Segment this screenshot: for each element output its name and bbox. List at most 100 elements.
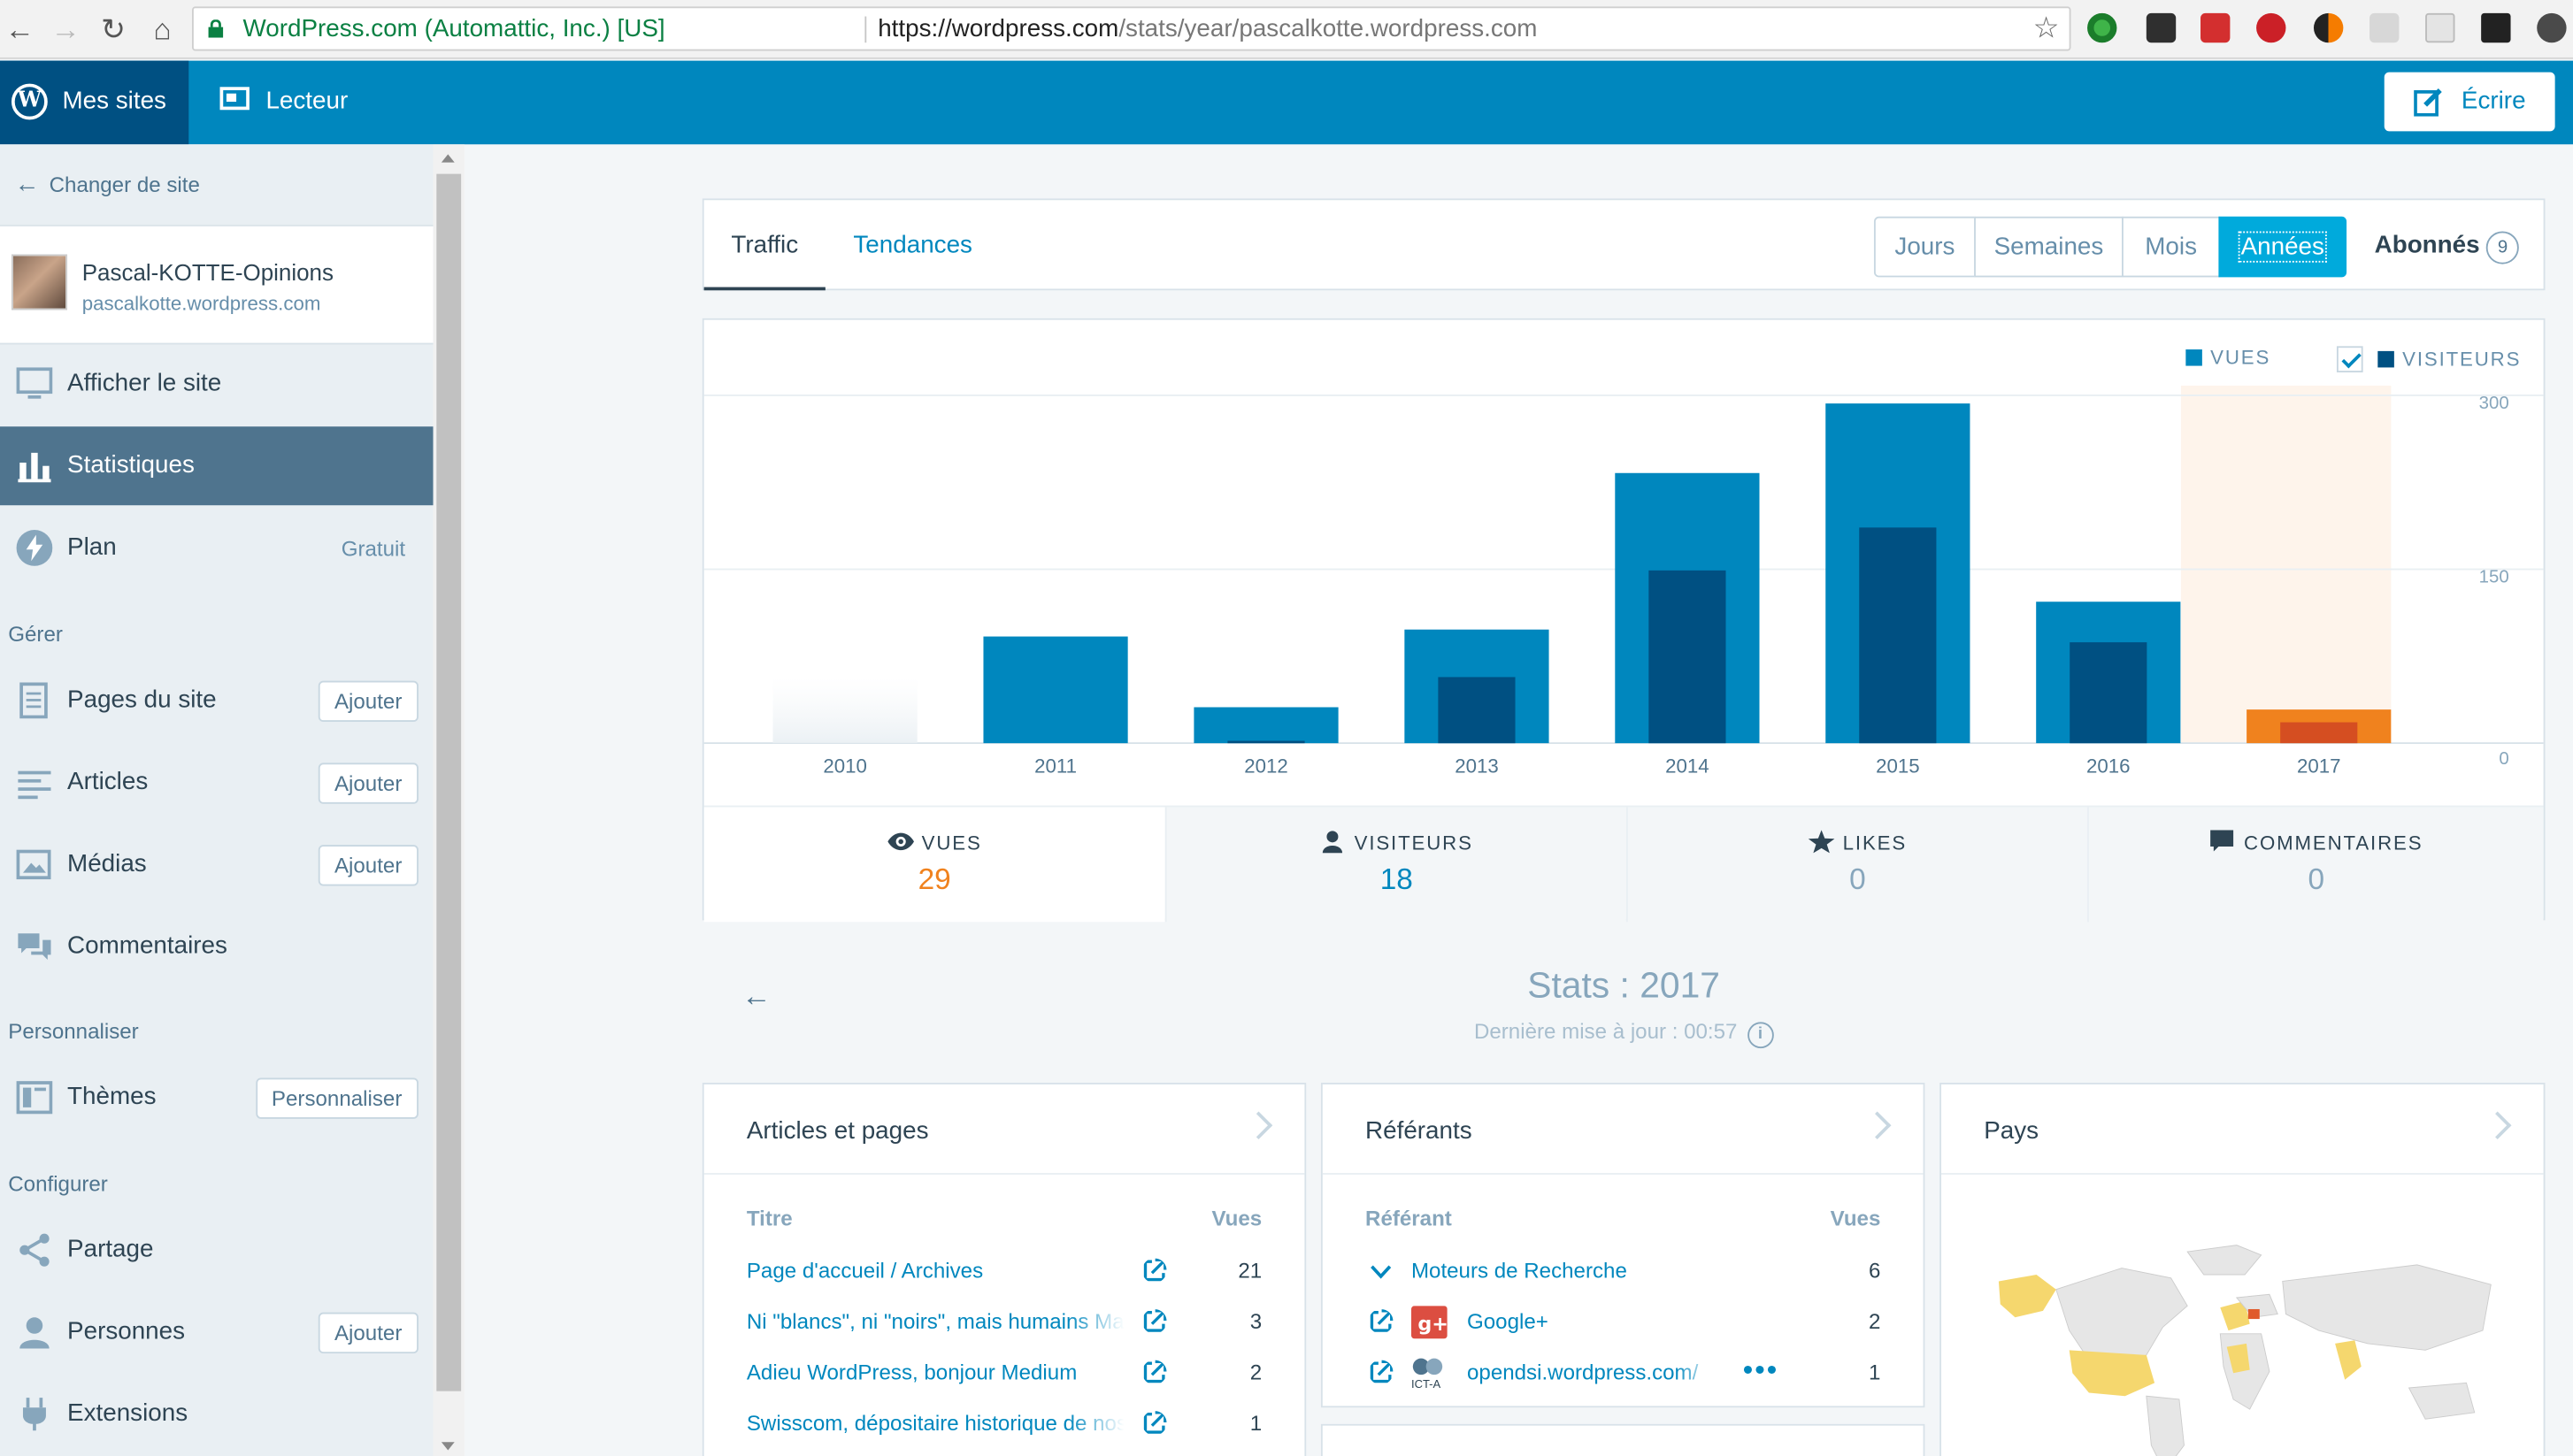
scrollbar-thumb[interactable] <box>436 174 461 1391</box>
write-button[interactable]: Écrire <box>2385 73 2555 132</box>
sidebar-scrollbar[interactable] <box>434 144 465 1456</box>
legend-views-swatch <box>2185 349 2202 366</box>
referrer-link[interactable]: Moteurs de Recherche <box>1411 1258 1789 1283</box>
summary-visitors[interactable]: VISITEURS 18 <box>1165 807 1626 922</box>
more-actions-icon[interactable]: ••• <box>1743 1353 1779 1388</box>
countries-module: Pays <box>1939 1083 2545 1456</box>
chevron-down-icon[interactable] <box>1369 1260 1394 1284</box>
external-link-icon[interactable] <box>1142 1258 1167 1283</box>
address-bar[interactable]: WordPress.com (Automattic, Inc.) [US] ht… <box>192 6 2071 50</box>
y-tick-label: 0 <box>2499 749 2508 769</box>
change-site-label: Changer de site <box>50 172 200 197</box>
change-site-link[interactable]: ← Changer de site <box>0 144 434 226</box>
external-link-icon[interactable] <box>1369 1360 1394 1384</box>
post-link[interactable]: Swisscom, dépositaire historique de nos <box>747 1411 1125 1436</box>
table-row: Ni "blancs", ni "noirs", mais humains Ma… <box>704 1309 1305 1360</box>
post-link[interactable]: Adieu WordPress, bonjour Medium <box>747 1360 1125 1384</box>
section-heading-manage: Gérer <box>8 622 63 647</box>
x-tick-label: 2011 <box>1034 755 1077 778</box>
home-icon[interactable]: ⌂ <box>142 10 182 50</box>
followers-count: 9 <box>2486 231 2519 264</box>
google-plus-icon: g+ <box>1411 1306 1448 1338</box>
my-sites-button[interactable]: W Mes sites <box>0 61 188 145</box>
world-map <box>1991 1215 2532 1456</box>
sidebar-item-themes[interactable]: Thèmes Personnaliser <box>0 1058 434 1137</box>
table-row: Adieu WordPress, bonjour Medium 2 <box>704 1360 1305 1410</box>
lightning-icon <box>17 530 53 566</box>
view-bar-empty <box>773 678 918 743</box>
extension-buffer-icon[interactable] <box>2481 13 2510 42</box>
sidebar-item-label: Articles <box>67 768 148 796</box>
scroll-down-icon[interactable] <box>442 1442 455 1450</box>
referrer-link[interactable]: opendsi.wordpress.com/ <box>1467 1360 1713 1384</box>
period-days[interactable]: Jours <box>1874 217 1976 278</box>
write-label: Écrire <box>2462 73 2526 132</box>
post-link[interactable]: Page d'accueil / Archives <box>747 1258 1125 1283</box>
extension-grey-icon[interactable] <box>2425 13 2454 42</box>
add-person-button[interactable]: Ajouter <box>318 1313 419 1353</box>
extension-calendar-icon[interactable] <box>2200 13 2230 42</box>
extension-drive-icon[interactable] <box>2369 13 2399 42</box>
tab-traffic[interactable]: Traffic <box>704 200 826 290</box>
period-years[interactable]: Années <box>2218 217 2346 278</box>
external-link-icon[interactable] <box>1142 1309 1167 1334</box>
sidebar-item-sharing[interactable]: Partage <box>0 1211 434 1290</box>
posts-module-header[interactable]: Articles et pages <box>704 1084 1305 1175</box>
sidebar-item-media[interactable]: Médias Ajouter <box>0 825 434 904</box>
sidebar-item-posts[interactable]: Articles Ajouter <box>0 743 434 822</box>
summary-likes[interactable]: LIKES 0 <box>1626 807 2087 922</box>
reload-icon[interactable]: ↻ <box>94 10 134 50</box>
back-icon[interactable]: ← <box>0 10 40 50</box>
period-months[interactable]: Mois <box>2122 217 2220 278</box>
extension-evernote-icon[interactable] <box>2147 13 2176 42</box>
scroll-up-icon[interactable] <box>442 154 455 162</box>
add-media-button[interactable]: Ajouter <box>318 845 419 885</box>
bookmark-star-icon[interactable]: ☆ <box>2033 8 2060 49</box>
info-icon[interactable]: i <box>1747 1022 1774 1048</box>
legend-visitors[interactable]: VISITEURS <box>2337 346 2521 372</box>
current-site-card[interactable]: Pascal-KOTTE-Opinions pascalkotte.wordpr… <box>0 226 434 345</box>
x-tick-label: 2014 <box>1665 755 1709 778</box>
visitors-checkbox[interactable] <box>2337 346 2363 372</box>
countries-module-header[interactable]: Pays <box>1941 1084 2544 1175</box>
comment-icon <box>2209 830 2236 853</box>
pinterest-icon[interactable] <box>2256 13 2285 42</box>
sidebar-item-stats[interactable]: Statistiques <box>0 426 434 505</box>
customize-button[interactable]: Personnaliser <box>255 1077 419 1118</box>
column-header-referrer: Référant <box>1365 1206 1452 1230</box>
extension-dark-icon[interactable] <box>2537 13 2566 42</box>
sidebar-item-comments[interactable]: Commentaires <box>0 908 434 986</box>
summary-tabs: VUES 29 VISITEURS 18 LIKES 0 COMMENTAIRE… <box>704 806 2544 921</box>
summary-views[interactable]: VUES 29 <box>704 807 1165 922</box>
add-post-button[interactable]: Ajouter <box>318 762 419 803</box>
post-link[interactable]: Ni "blancs", ni "noirs", mais humains Ma <box>747 1309 1125 1334</box>
person-icon <box>1320 830 1347 853</box>
likes-value: 0 <box>1628 863 2087 898</box>
summary-comments[interactable]: COMMENTAIRES 0 <box>2087 807 2544 922</box>
external-link-icon[interactable] <box>1369 1309 1394 1334</box>
reader-button[interactable]: Lecteur <box>220 87 349 115</box>
row-views: 3 <box>1250 1309 1262 1334</box>
sidebar-item-people[interactable]: Personnes Ajouter <box>0 1292 434 1371</box>
external-link-icon[interactable] <box>1142 1360 1167 1384</box>
svg-text:g+: g+ <box>1417 1313 1447 1336</box>
sidebar: ← Changer de site Pascal-KOTTE-Opinions … <box>0 144 434 1456</box>
sidebar-item-view-site[interactable]: Afficher le site <box>0 344 434 423</box>
y-tick-label: 300 <box>2479 394 2509 413</box>
forward-icon[interactable]: → <box>46 10 86 50</box>
add-page-button[interactable]: Ajouter <box>318 681 419 722</box>
sidebar-item-plan[interactable]: Plan Gratuit <box>0 509 434 587</box>
referrers-module-header[interactable]: Référants <box>1323 1084 1924 1175</box>
followers-link[interactable]: Abonnés 9 <box>2375 231 2520 264</box>
sidebar-item-plugins[interactable]: Extensions <box>0 1375 434 1453</box>
sidebar-item-pages[interactable]: Pages du site Ajouter <box>0 661 434 739</box>
referrer-link[interactable]: Google+ <box>1467 1309 1845 1334</box>
extension-orange-icon[interactable] <box>2314 13 2343 42</box>
external-link-icon[interactable] <box>1142 1411 1167 1436</box>
x-tick-label: 2012 <box>1244 755 1288 778</box>
extension-green-icon[interactable] <box>2087 13 2116 42</box>
tab-insights[interactable]: Tendances <box>853 200 972 290</box>
edit-icon <box>2414 87 2443 116</box>
row-views: 2 <box>1869 1309 1880 1334</box>
period-weeks[interactable]: Semaines <box>1974 217 2124 278</box>
